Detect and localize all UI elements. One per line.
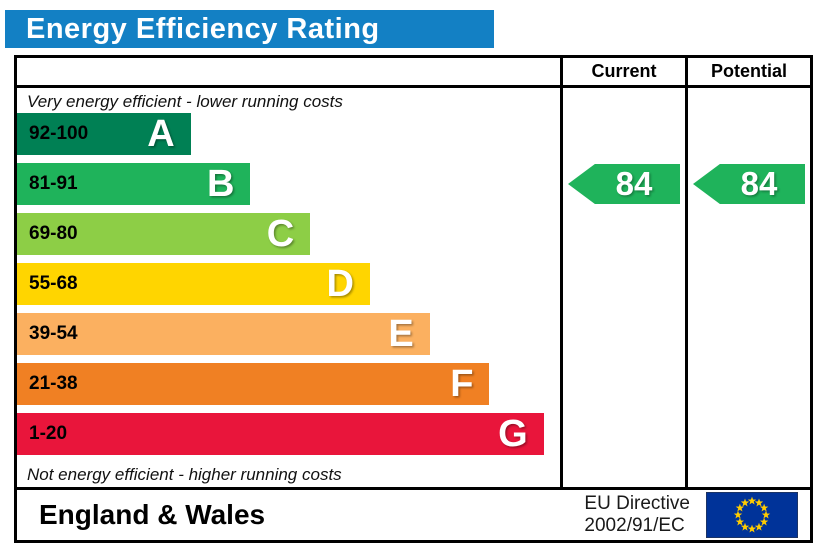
potential-cell xyxy=(685,113,810,163)
current-cell xyxy=(560,213,685,263)
band-row-G: 1-20 G xyxy=(17,413,810,463)
potential-cell xyxy=(685,213,810,263)
band-bar-E: 39-54 E xyxy=(17,313,430,355)
band-range: 55-68 xyxy=(29,273,78,294)
potential-cell xyxy=(685,313,810,363)
band-bar-B: 81-91 B xyxy=(17,163,251,205)
energy-efficiency-rating-chart: Current Potential Very energy efficient … xyxy=(14,55,813,543)
eu-directive-line2: 2002/91/EC xyxy=(584,515,685,536)
bottom-caption-row: Not energy efficient - higher running co… xyxy=(17,463,810,487)
band-range: 1-20 xyxy=(29,423,68,444)
footer-row: England & Wales EU Directive 2002/91/EC xyxy=(17,487,810,540)
current-cell xyxy=(560,363,685,413)
band-row-B: 81-91 B 84 84 xyxy=(17,163,810,213)
band-row-F: 21-38 F xyxy=(17,363,810,413)
band-range: 92-100 xyxy=(29,123,89,144)
band-letter: F xyxy=(450,363,474,405)
band-bar-C: 69-80 C xyxy=(17,213,311,255)
top-caption: Very energy efficient - lower running co… xyxy=(27,92,343,111)
potential-cell xyxy=(685,363,810,413)
potential-rating-arrow: 84 xyxy=(693,164,805,204)
current-cell xyxy=(560,263,685,313)
band-letter: B xyxy=(207,163,235,205)
band-row-D: 55-68 D xyxy=(17,263,810,313)
band-letter: E xyxy=(388,313,414,355)
eu-directive-line1: EU Directive xyxy=(584,493,690,515)
top-caption-row: Very energy efficient - lower running co… xyxy=(17,88,810,113)
potential-column-header: Potential xyxy=(685,58,810,85)
potential-cell: 84 xyxy=(685,163,810,213)
eu-directive-label: EU Directive 2002/91/EC xyxy=(584,493,706,537)
band-row-C: 69-80 C xyxy=(17,213,810,263)
current-rating-arrow: 84 xyxy=(568,164,680,204)
header-spacer-cell xyxy=(17,58,560,85)
band-range: 81-91 xyxy=(29,173,78,194)
potential-cell xyxy=(685,263,810,313)
band-bar-G: 1-20 G xyxy=(17,413,544,455)
band-bar-F: 21-38 F xyxy=(17,363,490,405)
band-letter: G xyxy=(498,413,528,455)
current-cell xyxy=(560,313,685,363)
band-bar-D: 55-68 D xyxy=(17,263,370,305)
band-range: 39-54 xyxy=(29,323,78,344)
band-range: 21-38 xyxy=(29,373,78,394)
title-bar: Energy Efficiency Rating xyxy=(5,10,494,48)
current-cell: 84 xyxy=(560,163,685,213)
band-row-A: 92-100 A xyxy=(17,113,810,163)
band-rows-container: 92-100 A 81-91 B 84 84 69-80 C xyxy=(17,113,810,463)
potential-rating-value: 84 xyxy=(740,165,778,202)
current-rating-value: 84 xyxy=(615,165,653,202)
bottom-caption: Not energy efficient - higher running co… xyxy=(27,465,342,484)
eu-flag-icon xyxy=(706,492,798,538)
band-letter: D xyxy=(326,263,354,305)
region-label: England & Wales xyxy=(39,499,266,530)
band-row-E: 39-54 E xyxy=(17,313,810,363)
band-letter: A xyxy=(147,113,175,155)
current-column-header: Current xyxy=(560,58,685,85)
band-letter: C xyxy=(266,213,295,255)
band-range: 69-80 xyxy=(29,223,78,244)
current-cell xyxy=(560,413,685,463)
current-cell xyxy=(560,113,685,163)
potential-cell xyxy=(685,413,810,463)
band-bar-A: 92-100 A xyxy=(17,113,191,155)
column-header-row: Current Potential xyxy=(17,58,810,88)
page-title: Energy Efficiency Rating xyxy=(26,12,380,45)
